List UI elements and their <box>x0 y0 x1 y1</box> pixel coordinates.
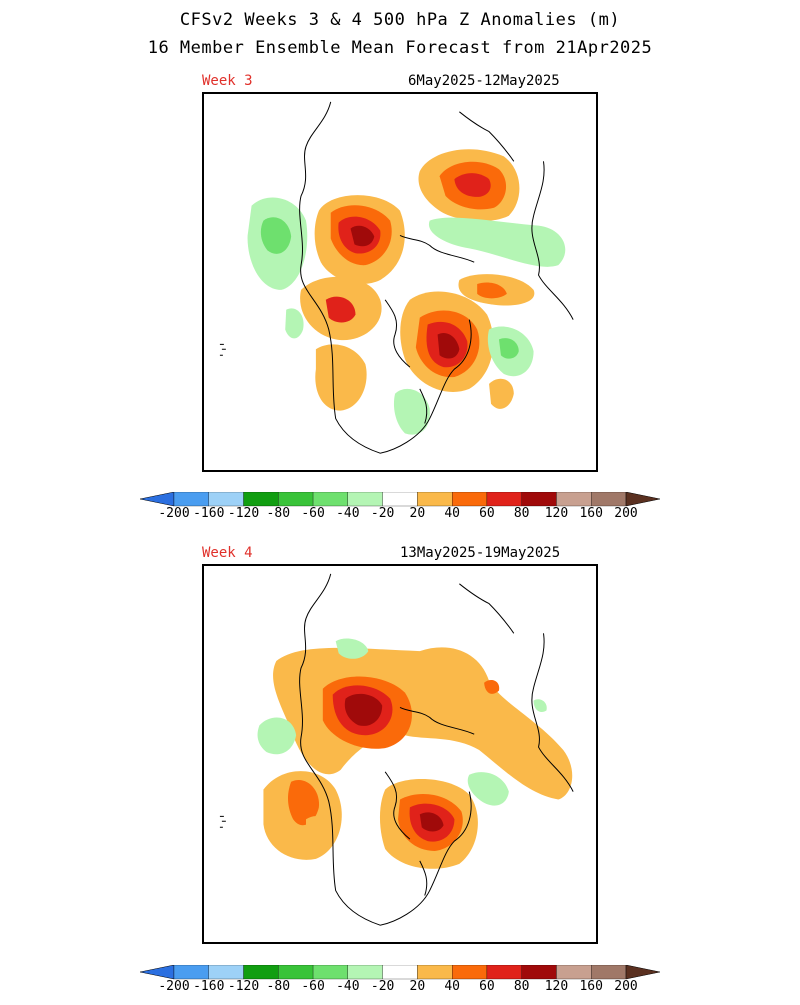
week-4-dates: 13May2025-19May2025 <box>400 545 561 561</box>
colorbar-tick-label: 80 <box>513 506 530 521</box>
colorbar-tick-label: 40 <box>444 506 460 521</box>
colorbar-tick-label: 120 <box>544 979 569 994</box>
colorbar-swatch <box>312 964 348 980</box>
colorbar-tick-label: 200 <box>614 506 638 521</box>
colorbar-tick-label: -40 <box>336 979 360 994</box>
colorbar-swatch <box>417 491 453 507</box>
colorbar-swatch <box>382 491 418 507</box>
colorbar-swatch <box>139 491 175 507</box>
colorbar-tick-label: 160 <box>579 979 603 994</box>
colorbar-tick-label: 160 <box>579 506 603 521</box>
week-3-label: Week 3 <box>202 73 253 89</box>
colorbar-tick-labels: -200 -160 -120 -80 -60 -40 -20 20 40 60 80 120 160 20… <box>140 506 660 522</box>
colorbar-swatch <box>173 964 209 980</box>
week-3-colorbar: -200 -160 -120 -80 -60 -40 -20 20 40 60 80 120 160 20… <box>139 491 661 532</box>
coastlines <box>219 101 574 454</box>
colorbar-swatch <box>278 491 314 507</box>
colorbar-swatch <box>243 491 279 507</box>
positive-anomalies <box>300 149 535 411</box>
colorbar-swatch <box>486 491 522 507</box>
colorbar-swatch <box>521 964 557 980</box>
colorbar-tick-label: 60 <box>479 506 495 521</box>
colorbar-tick-label: 120 <box>544 506 569 521</box>
colorbar-tick-label: -80 <box>266 506 291 521</box>
colorbar-swatch <box>521 491 557 507</box>
positive-anomalies <box>263 647 573 869</box>
coastlines <box>219 573 574 926</box>
colorbar-swatch <box>452 491 488 507</box>
colorbar-swatch <box>417 964 453 980</box>
colorbar-tick-label: -20 <box>370 979 395 994</box>
colorbar-swatch <box>486 964 522 980</box>
colorbar-tick-label: -60 <box>301 979 325 994</box>
colorbar-swatch <box>556 964 592 980</box>
colorbar-tick-label: -120 <box>227 506 260 521</box>
colorbar-tick-label: 40 <box>444 979 460 994</box>
colorbar-swatch <box>452 964 488 980</box>
colorbar-tick-label: 80 <box>513 979 530 994</box>
colorbar-swatch <box>208 964 244 980</box>
colorbar-swatch <box>347 964 383 980</box>
negative-anomalies <box>257 638 547 806</box>
week-4-anomaly-map <box>219 573 574 926</box>
colorbar-tick-label: -160 <box>193 506 225 521</box>
week-3-anomaly-map <box>219 101 574 454</box>
colorbar-tick-label: 20 <box>409 506 426 521</box>
colorbar-swatch <box>278 964 314 980</box>
week-3-dates: 6May2025-12May2025 <box>408 73 560 89</box>
negative-anomalies <box>247 197 566 435</box>
chart-subtitle: 16 Member Ensemble Mean Forecast from 21… <box>147 38 653 58</box>
colorbar-swatch <box>173 491 209 507</box>
week-3-map <box>202 92 598 472</box>
colorbar-swatch <box>591 491 627 507</box>
colorbar-swatch <box>208 491 244 507</box>
colorbar-tick-label: 200 <box>614 979 638 994</box>
colorbar-swatch <box>556 491 592 507</box>
colorbar-swatch <box>139 964 175 980</box>
colorbar-swatch <box>625 964 661 980</box>
colorbar-swatch <box>382 964 418 980</box>
colorbar-tick-label: -200 <box>158 979 190 994</box>
colorbar-tick-label: -60 <box>301 506 325 521</box>
week-4-colorbar: -200 -160 -120 -80 -60 -40 -20 20 40 60 80 120 160 20… <box>139 964 661 1005</box>
colorbar-tick-label: -20 <box>370 506 395 521</box>
week-4-map <box>202 564 598 944</box>
colorbar-tick-label: -80 <box>266 979 291 994</box>
colorbar-swatch <box>312 491 348 507</box>
colorbar-tick-label: -120 <box>227 979 260 994</box>
colorbar-tick-label: -160 <box>193 979 225 994</box>
week-4-label: Week 4 <box>202 545 253 561</box>
colorbar-swatch <box>243 964 279 980</box>
colorbar-tick-labels: -200 -160 -120 -80 -60 -40 -20 20 40 60 80 120 160 20… <box>140 979 660 995</box>
colorbar-tick-label: -200 <box>158 506 190 521</box>
colorbar-tick-label: 60 <box>479 979 495 994</box>
colorbar-swatches <box>139 491 661 507</box>
colorbar-swatches <box>139 964 661 980</box>
colorbar-swatch <box>625 491 661 507</box>
colorbar-swatch <box>591 964 627 980</box>
colorbar-tick-label: 20 <box>409 979 426 994</box>
chart-title: CFSv2 Weeks 3 & 4 500 hPa Z Anomalies (m… <box>179 10 621 30</box>
colorbar-swatch <box>347 491 383 507</box>
colorbar-tick-label: -40 <box>336 506 360 521</box>
